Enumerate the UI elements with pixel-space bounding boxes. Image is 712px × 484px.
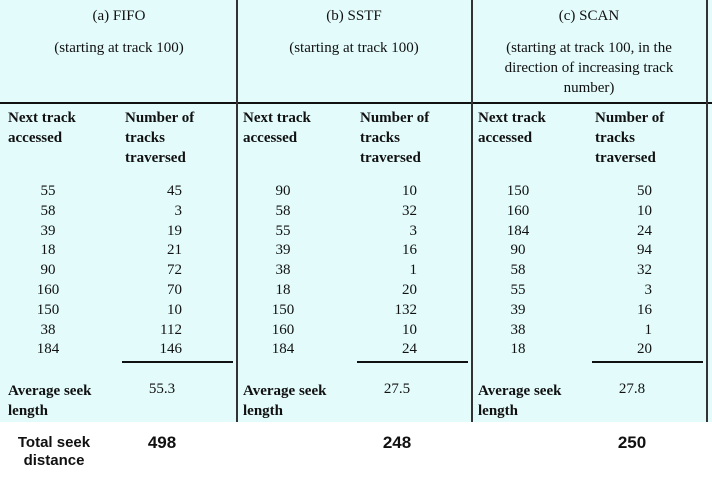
track-cell: 58 [40,202,56,219]
average-label: Average seek length [478,383,562,419]
traversed-cell: 70 [167,282,182,298]
total-label: Total seek distance [17,434,91,469]
traversed-cell: 132 [394,301,418,318]
column-header: Number of tracks traversed [595,110,665,166]
panel-title: (c) SCAN [558,8,620,24]
traversed-cell: 112 [160,321,182,338]
column-header: Number of tracks traversed [360,110,430,166]
average-label: Average seek length [8,383,92,419]
column-border [236,0,238,422]
track-cell: 38 [275,262,291,279]
track-cell: 18 [275,282,291,298]
average-label: Average seek length [243,383,327,419]
column-header: Next track accessed [243,110,311,146]
track-cell: 38 [40,321,56,338]
traversed-cell: 50 [637,183,652,199]
column-border [706,0,708,422]
total-value: 248 [382,433,412,452]
column-header: Number of tracks traversed [125,110,195,166]
sum-rule [357,361,468,363]
traversed-cell: 10 [402,183,417,199]
traversed-cell: 45 [167,183,182,199]
average-value: 27.5 [383,381,411,397]
track-cell: 184 [36,341,60,358]
track-cell: 160 [271,321,295,338]
panel-title: (a) FIFO [92,8,146,24]
traversed-cell: 94 [637,242,652,259]
traversed-cell: 24 [402,341,417,358]
track-cell: 184 [271,341,295,358]
track-cell: 38 [510,321,526,338]
sum-rule [592,361,703,363]
track-cell: 55 [275,222,291,239]
panel-subtitle: (starting at track 100) [54,40,184,56]
traversed-cell: 3 [174,202,183,219]
traversed-cell: 21 [167,242,182,259]
track-cell: 39 [40,222,56,239]
track-cell: 55 [40,183,56,199]
sum-rule [122,361,233,363]
track-cell: 90 [275,183,291,199]
track-cell: 150 [36,301,60,318]
track-cell: 150 [506,183,530,199]
traversed-cell: 10 [167,301,182,318]
track-cell: 55 [510,282,526,298]
header-rule [0,102,712,104]
traversed-cell: 19 [167,222,182,239]
column-border [471,0,473,422]
track-cell: 58 [510,262,526,279]
track-cell: 58 [275,202,291,219]
track-cell: 160 [506,202,530,219]
traversed-cell: 20 [402,282,417,298]
track-cell: 18 [40,242,56,259]
track-cell: 184 [506,222,530,239]
average-value: 55.3 [148,381,176,397]
column-header: Next track accessed [8,110,76,146]
panel-subtitle: (starting at track 100) [289,40,419,56]
track-cell: 39 [510,301,526,318]
panel-title: (b) SSTF [326,8,382,24]
track-cell: 150 [271,301,295,318]
traversed-cell: 3 [644,282,653,298]
traversed-cell: 32 [637,262,652,279]
traversed-cell: 32 [402,202,417,219]
total-value: 250 [617,433,647,452]
traversed-cell: 1 [644,321,653,338]
panel-subtitle: (starting at track 100, in the direction… [504,40,674,96]
total-value: 498 [147,433,177,452]
traversed-cell: 72 [167,262,182,279]
traversed-cell: 10 [402,321,417,338]
traversed-cell: 20 [637,341,652,358]
track-cell: 160 [36,282,60,298]
traversed-cell: 16 [637,301,652,318]
column-header: Next track accessed [478,110,546,146]
traversed-cell: 16 [402,242,417,259]
traversed-cell: 146 [159,341,183,358]
traversed-cell: 24 [637,222,652,239]
traversed-cell: 10 [637,202,652,219]
traversed-cell: 1 [409,262,418,279]
track-cell: 39 [275,242,291,259]
average-value: 27.8 [618,381,646,397]
traversed-cell: 3 [409,222,418,239]
table-background [0,0,712,422]
track-cell: 90 [40,262,56,279]
track-cell: 18 [510,341,526,358]
track-cell: 90 [510,242,526,259]
